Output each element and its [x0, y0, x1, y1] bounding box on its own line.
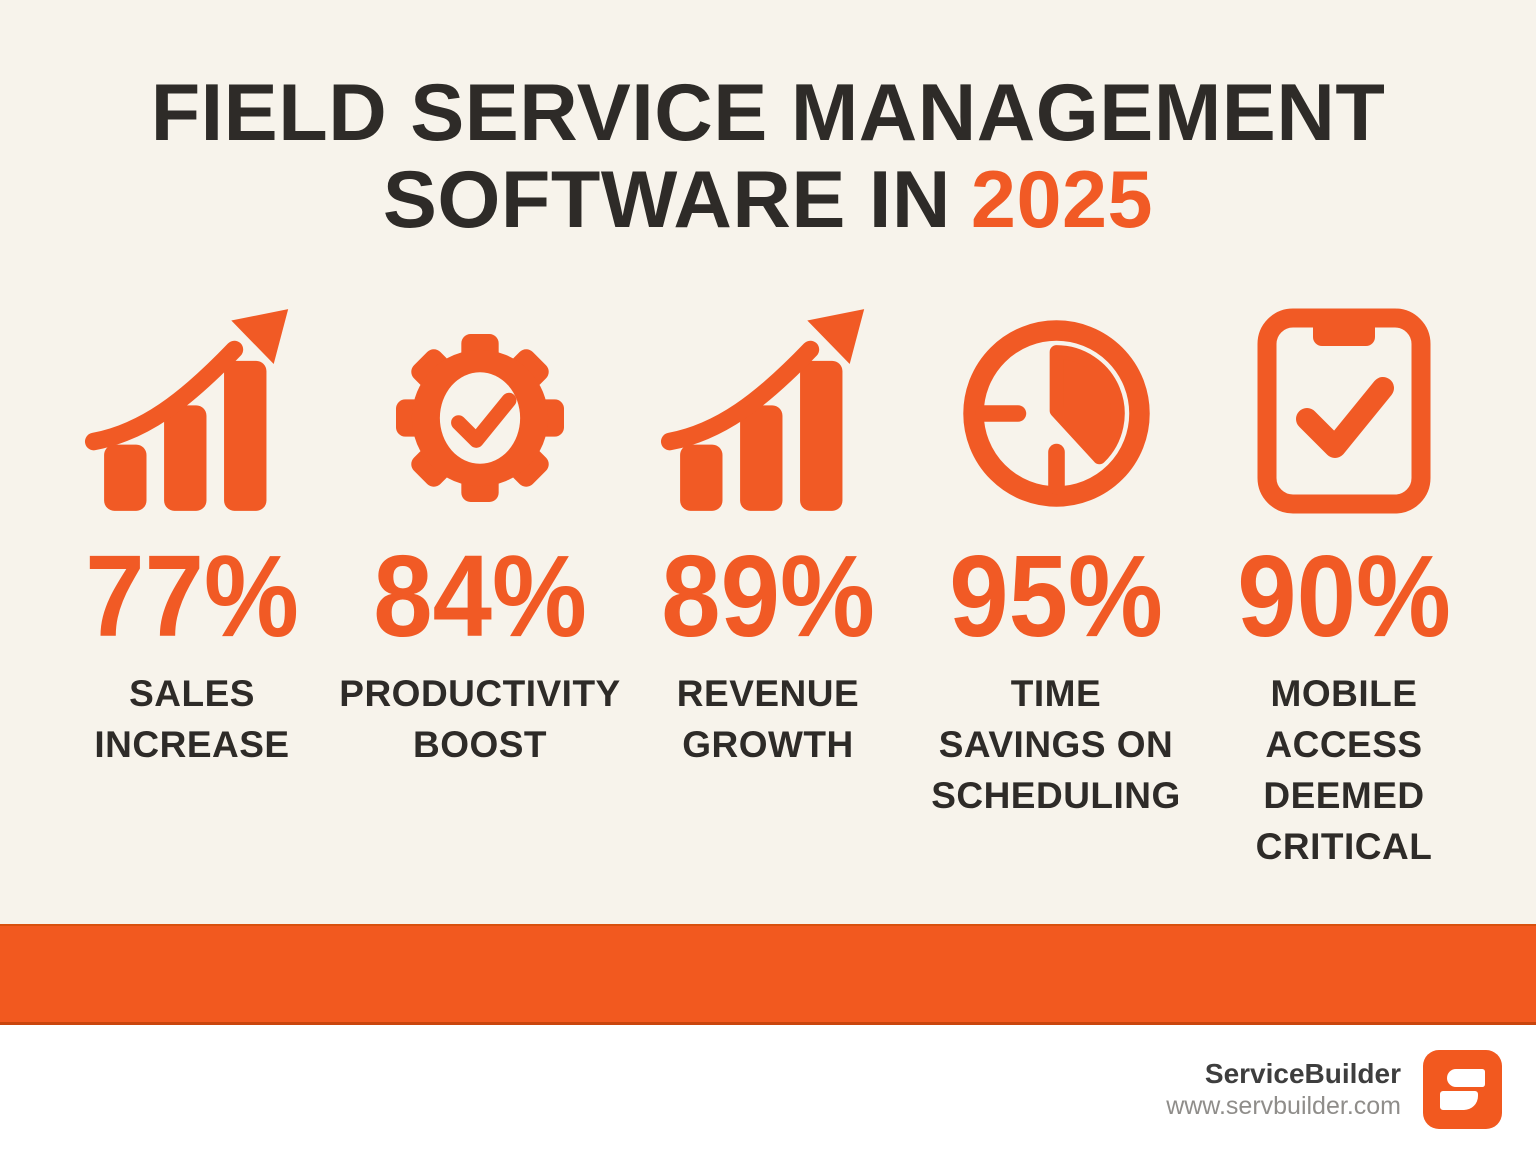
stat-column-productivity-boost: 84% PRODUCTIVITY BOOST — [336, 291, 624, 872]
stat-column-sales-increase: 77% SALES INCREASE — [48, 291, 336, 872]
bar-chart-growth-icon — [83, 291, 301, 516]
clipboard-check-icon — [1251, 291, 1437, 516]
stat-column-mobile-access: 90% MOBILE ACCESS DEEMED CRITICAL — [1200, 291, 1488, 872]
stat-label: PRODUCTIVITY BOOST — [339, 673, 621, 766]
logo-s-glyph — [1440, 1069, 1485, 1110]
servicebuilder-s-logo-icon — [1423, 1050, 1502, 1129]
brand-name: ServiceBuilder — [1204, 1058, 1401, 1090]
clock-time-icon — [954, 291, 1159, 516]
stat-value: 89% — [661, 531, 875, 662]
bar-chart-growth-icon — [659, 291, 877, 516]
footer: ServiceBuilder www.servbuilder.com — [0, 1025, 1536, 1154]
brand-website: www.servbuilder.com — [1166, 1092, 1401, 1121]
stat-label: TIME SAVINGS ON SCHEDULING — [931, 673, 1181, 817]
stat-value: 95% — [949, 531, 1163, 662]
page-title-line2: SOFTWARE IN 2025 — [0, 154, 1536, 245]
stats-row: 77% SALES INCREASE — [0, 291, 1536, 872]
page-title: FIELD SERVICE MANAGEMENT SOFTWARE IN 2025 — [0, 0, 1536, 243]
stat-column-time-savings: 95% TIME SAVINGS ON SCHEDULING — [912, 291, 1200, 872]
stat-label: REVENUE GROWTH — [676, 673, 860, 766]
page-title-line1: FIELD SERVICE MANAGEMENT — [150, 68, 1386, 158]
accent-band — [0, 924, 1536, 1025]
brand-block: ServiceBuilder www.servbuilder.com — [1166, 1056, 1401, 1122]
gear-check-icon — [382, 291, 578, 516]
stat-column-revenue-growth: 89% REVENUE GROWTH — [624, 291, 912, 872]
stat-value: 77% — [85, 531, 299, 662]
page-title-line2-prefix: SOFTWARE IN — [382, 154, 951, 245]
stat-label: SALES INCREASE — [94, 673, 290, 766]
page-title-year: 2025 — [970, 154, 1154, 245]
stat-value: 84% — [373, 531, 587, 662]
stat-label: MOBILE ACCESS DEEMED CRITICAL — [1255, 673, 1433, 868]
stat-value: 90% — [1237, 531, 1451, 662]
